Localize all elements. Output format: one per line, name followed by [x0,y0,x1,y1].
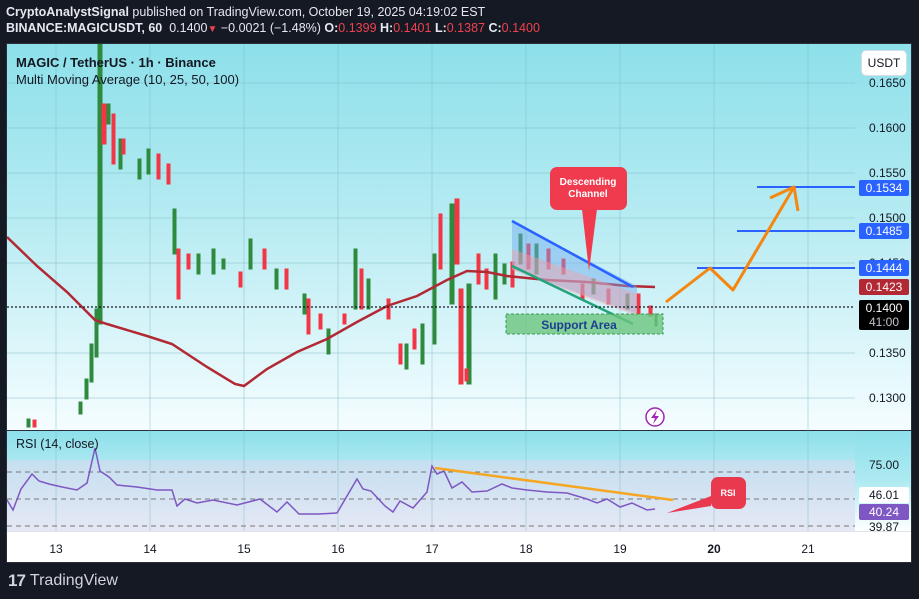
callout-line1: Descending [560,177,617,188]
channel-upper-line [511,219,634,289]
projection-path[interactable] [665,186,796,304]
last-price-value: 0.1400 [865,301,903,315]
price-label: 0.1600 [869,121,906,135]
lightning-icon[interactable] [645,407,665,427]
time-label: 13 [49,542,63,556]
time-label: 21 [801,542,815,556]
rsi-level-label: 39.87 [869,520,900,534]
indicator-title[interactable]: Multi Moving Average (10, 25, 50, 100) [16,72,240,87]
callout-line2: Channel [568,189,608,200]
close-label: C: [488,21,502,35]
brand-name: TradingView [29,572,118,589]
grid [7,44,855,531]
publish-text: published on TradingView.com, October 19… [128,5,486,19]
last-price-tag: 0.1400 41:00 [859,300,909,330]
publish-line: CryptoAnalystSignal published on Trading… [6,4,540,20]
chart-legend: MAGIC / TetherUS · 1h · Binance Multi Mo… [16,54,239,88]
rsi-callout[interactable]: RSI [667,477,746,513]
candles [26,44,658,428]
price-label: 0.1650 [869,76,906,90]
time-label: 18 [519,542,533,556]
rsi-legend[interactable]: RSI (14, close) [16,437,99,451]
symbol-title[interactable]: MAGIC / TetherUS · 1h · Binance [16,55,216,70]
low-value: 0.1387 [446,21,485,35]
time-label: 15 [237,542,251,556]
price-label: 0.1500 [869,211,906,225]
time-label: 16 [331,542,345,556]
time-label: 20 [707,542,721,556]
channel-fill-lower [512,249,637,316]
descending-channel-callout[interactable]: Descending Channel [550,167,627,271]
open-value: 0.1399 [338,21,377,35]
price-change: −0.0021 (−1.48%) [220,21,321,35]
time-label: 17 [425,542,439,556]
time-label: 19 [613,542,627,556]
currency-button[interactable]: USDT [861,50,907,76]
target2-price-tag: 0.1485 [859,223,909,239]
tradingview-logo-icon: 17 [8,571,26,590]
rsi-level-tag: 46.01 [859,487,909,503]
support-area-label: Support Area [541,318,617,332]
rsi-trendline[interactable] [434,466,674,502]
moving-average-line [7,236,656,388]
support-area-box[interactable] [505,313,664,335]
target1-price-tag: 0.1444 [859,260,909,276]
target3-price-tag: 0.1534 [859,180,909,196]
arrow-head-icon [769,185,800,212]
chart-canvas: Descending Channel Support Area RSI [7,44,855,531]
rsi-callout-label: RSI [720,488,735,498]
price-label: 0.1550 [869,166,906,180]
last-price: 0.1400 [169,21,208,35]
ma-price-tag: 0.1423 [859,279,909,295]
chart-frame: 13 14 15 16 17 18 19 20 21 [6,43,912,563]
low-label: L: [434,21,447,35]
tradingview-footer[interactable]: 17 TradingView [8,571,118,591]
high-label: H: [380,21,394,35]
price-label: 0.1350 [869,346,906,360]
open-label: O: [324,21,339,35]
rsi-level-label: 75.00 [869,458,900,472]
high-value: 0.1401 [393,21,432,35]
ticker-symbol: BINANCE:MAGICUSDT, 60 [6,21,163,35]
time-label: 14 [143,542,157,556]
price-pane[interactable] [7,44,855,430]
down-triangle-icon: ▼ [207,24,218,35]
price-label: 0.1300 [869,391,906,405]
bar-countdown: 41:00 [868,315,900,329]
publish-bar: CryptoAnalystSignal published on Trading… [6,4,540,38]
close-value: 0.1400 [501,21,540,35]
time-axis[interactable]: 13 14 15 16 17 18 19 20 21 [7,531,911,562]
rsi-line [7,447,656,515]
ticker-line: BINANCE:MAGICUSDT, 60 0.1400▼ −0.0021 (−… [6,20,540,38]
pane-divider[interactable] [7,430,911,431]
author-name[interactable]: CryptoAnalystSignal [6,5,129,19]
rsi-value-tag: 40.24 [859,504,909,520]
channel-fill-upper [512,221,637,314]
